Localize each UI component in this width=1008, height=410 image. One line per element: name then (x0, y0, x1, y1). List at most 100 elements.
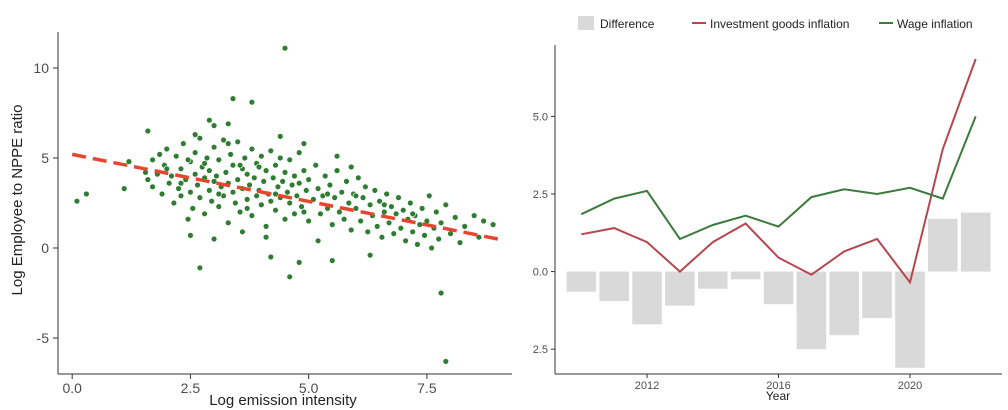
scatter-point (262, 167, 270, 174)
scatter-point (73, 198, 81, 205)
scatter-point (470, 212, 478, 219)
scatter-point (333, 153, 341, 160)
ts-x-tick-label: 2016 (766, 380, 790, 392)
scatter-point (215, 156, 222, 164)
scatter-point (355, 174, 362, 182)
difference-bar (697, 271, 728, 289)
scatter-point (371, 187, 379, 194)
scatter-point (279, 178, 286, 185)
scatter-point (187, 189, 194, 196)
scatter-point (206, 167, 213, 174)
scatter-point (277, 133, 284, 140)
scatter-point (215, 203, 222, 210)
difference-bar (599, 271, 629, 302)
scatter-point (442, 358, 449, 365)
scatter-point (194, 181, 201, 189)
scatter-y-tick-label: 0 (41, 240, 49, 256)
scatter-point (269, 174, 277, 182)
scatter-point (333, 167, 341, 174)
scatter-point (348, 163, 355, 171)
ts-x-tick-label: 2020 (898, 380, 922, 392)
scatter-point (291, 210, 298, 218)
scatter-point (184, 156, 192, 164)
scatter-point (121, 185, 128, 192)
scatter-point (366, 252, 374, 259)
scatter-point (312, 162, 319, 169)
scatter-point (83, 190, 90, 198)
scatter-point (173, 153, 180, 160)
scatter-point (489, 221, 497, 228)
scatter-fit-line (71, 152, 499, 241)
scatter-point (286, 156, 293, 164)
scatter-point (433, 208, 440, 216)
scatter-point (366, 201, 374, 209)
scatter-point (298, 203, 305, 210)
scatter-point (480, 217, 487, 225)
scatter-point (175, 185, 182, 192)
scatter-point (321, 172, 329, 180)
scatter-x-axis-title: Log emission intensity (209, 392, 357, 409)
scatter-point (165, 180, 173, 187)
difference-bar (566, 271, 597, 292)
difference-bar (829, 271, 860, 336)
scatter-point (225, 120, 232, 128)
scatter-point (336, 208, 343, 216)
scatter-point (213, 172, 220, 180)
legend-label-investment-goods-inflation: Investment goods inflation (710, 17, 849, 31)
scatter-point (177, 180, 185, 187)
scatter-y-tick-label: 10 (33, 60, 49, 76)
scatter-point (437, 219, 445, 227)
scatter-point (295, 149, 303, 156)
scatter-point (177, 192, 185, 200)
scatter-point (253, 192, 260, 200)
scatter-point (426, 192, 433, 200)
scatter-y-axis-title: Log Employee to NPPE ratio (9, 105, 26, 296)
scatter-point (352, 205, 360, 212)
scatter-point (343, 178, 350, 185)
scatter-point (326, 181, 334, 189)
scatter-point (158, 190, 166, 198)
scatter-point (303, 187, 310, 194)
scatter-x-tick-label: 5.0 (299, 380, 319, 396)
scatter-point (149, 183, 156, 191)
scatter-point (407, 199, 414, 207)
scatter-point (229, 162, 237, 169)
scatter-point (383, 190, 390, 198)
scatter-point (201, 160, 208, 167)
scatter-point (239, 228, 246, 236)
scatter-point (357, 217, 364, 225)
scatter-point (288, 181, 296, 189)
scatter-point (203, 154, 211, 162)
scatter-x-tick-label: 7.5 (417, 380, 437, 396)
scatter-point (300, 208, 308, 216)
scatter-point (442, 201, 449, 209)
scatter-point (281, 169, 289, 176)
scatter-point (414, 241, 421, 248)
scatter-point (300, 140, 308, 147)
difference-bar (960, 212, 991, 272)
scatter-point (189, 205, 196, 212)
scatter-point (400, 207, 407, 214)
scatter-point (392, 210, 400, 218)
scatter-point (246, 181, 253, 189)
scatter-point (258, 201, 265, 209)
scatter-point (149, 156, 156, 164)
scatter-point (243, 171, 251, 178)
scatter-point (345, 199, 353, 207)
ts-y-tick-label: 2.5 (533, 344, 548, 356)
difference-bar (665, 271, 695, 306)
scatter-point (381, 201, 388, 209)
scatter-point (243, 196, 251, 203)
difference-bar (796, 271, 827, 350)
scatter-point (163, 145, 170, 153)
scatter-x-tick-label: 2.5 (181, 380, 201, 396)
scatter-point (291, 172, 298, 180)
scatter-point (144, 176, 152, 183)
scatter-point (241, 154, 249, 162)
scatter-point (395, 194, 402, 201)
scatter-point (314, 185, 322, 192)
scatter-point (236, 162, 244, 169)
scatter-point (258, 153, 265, 160)
scatter-point (284, 189, 291, 196)
legend-label-wage-inflation: Wage inflation (897, 17, 973, 31)
